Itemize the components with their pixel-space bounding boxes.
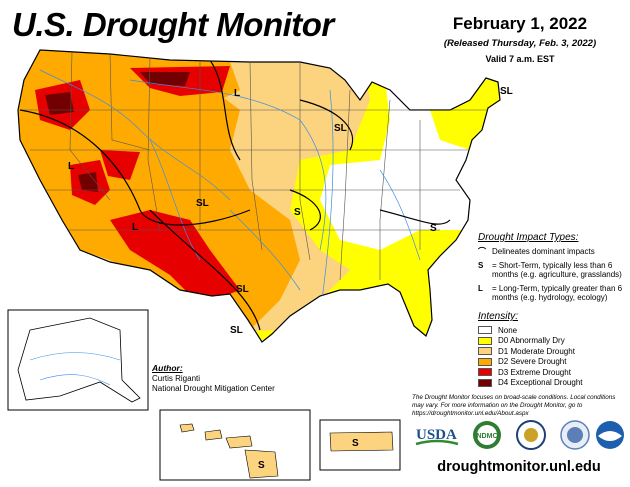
ndmc-logo-text: NDMC xyxy=(477,433,498,440)
legend-label: D2 Severe Drought xyxy=(498,357,567,367)
impact-boundary-icon: ⌒ xyxy=(478,247,486,256)
legend-swatch xyxy=(478,357,492,366)
usda-logo: USDA xyxy=(415,427,459,446)
legend-item: D4 Exceptional Drought xyxy=(478,378,628,389)
doc-seal-icon xyxy=(560,420,590,450)
legend-item: D1 Moderate Drought xyxy=(478,346,628,357)
impact-types-heading: Drought Impact Types: xyxy=(478,232,579,243)
legend-swatch xyxy=(478,378,492,387)
hawaii-inset: S xyxy=(159,409,311,481)
impact-label: SL xyxy=(236,284,249,295)
impact-type-item: S = Short-Term, typically less than 6 mo… xyxy=(478,261,628,280)
disclaimer-note: The Drought Monitor focuses on broad-sca… xyxy=(412,394,616,418)
impact-label: S xyxy=(294,207,301,218)
d3-area-utah xyxy=(100,150,140,180)
legend-item: D0 Abnormally Dry xyxy=(478,336,628,347)
state-borders xyxy=(20,51,500,281)
partner-logos: USDA NDMC xyxy=(414,420,626,452)
legend-swatch xyxy=(478,347,492,356)
impact-label: S xyxy=(430,223,437,234)
author-block: Author: Curtis Riganti National Drought … xyxy=(152,363,275,394)
legend-label: None xyxy=(498,325,518,335)
page-title: U.S. Drought Monitor xyxy=(12,6,334,43)
impact-label: L xyxy=(132,222,138,233)
impact-label: SL xyxy=(196,198,209,209)
impact-label: L xyxy=(68,161,74,172)
author-name: Curtis Riganti xyxy=(152,373,201,383)
alaska-inset xyxy=(7,309,149,411)
impact-type-glyph: S xyxy=(478,260,484,270)
legend-swatch xyxy=(478,368,492,377)
ndmc-logo: NDMC xyxy=(473,421,501,449)
puerto-rico-inset: S xyxy=(319,419,401,471)
legend-swatch xyxy=(478,336,492,345)
impact-label: SL xyxy=(500,86,513,97)
impact-label: L xyxy=(234,88,240,99)
legend-item: D2 Severe Drought xyxy=(478,357,628,368)
impact-types-legend: Drought Impact Types: ⌒ Delineates domin… xyxy=(478,232,628,307)
impact-boundaries xyxy=(19,59,451,331)
impact-label: SL xyxy=(230,325,243,336)
legend-label: D0 Abnormally Dry xyxy=(498,336,565,346)
rivers xyxy=(39,69,421,301)
legend-label: D3 Extreme Drought xyxy=(498,367,571,377)
impact-type-text: = Short-Term, typically less than 6 mont… xyxy=(492,260,622,280)
d4-area-montana xyxy=(140,72,190,86)
legend-label: D4 Exceptional Drought xyxy=(498,378,583,388)
author-label: Author: xyxy=(152,363,183,373)
commerce-seal-icon xyxy=(516,420,546,450)
legend-item: None xyxy=(478,325,628,336)
noaa-logo-icon xyxy=(596,421,624,449)
impact-type-item: L = Long-Term, typically greater than 6 … xyxy=(478,284,628,303)
intensity-legend: Intensity: None D0 Abnormally Dry D1 Mod… xyxy=(478,311,628,388)
release-date: (Released Thursday, Feb. 3, 2022) xyxy=(443,38,597,49)
impact-label: S xyxy=(258,460,265,471)
impact-labels: SL L SL L SL S S L SL SL xyxy=(68,86,513,336)
map-date: February 1, 2022 xyxy=(452,14,588,33)
d3-area-southwest xyxy=(110,210,240,305)
legend-swatch xyxy=(478,326,492,335)
impact-label: S xyxy=(352,438,359,449)
impact-type-text: = Long-Term, typically greater than 6 mo… xyxy=(492,283,623,303)
valid-time: Valid 7 a.m. EST xyxy=(485,54,555,64)
d4-area-california xyxy=(78,172,98,192)
conus: SL L SL L SL S S L SL SL xyxy=(17,49,513,343)
legend-label: D1 Moderate Drought xyxy=(498,346,575,356)
impact-type-item: ⌒ Delineates dominant impacts xyxy=(478,247,628,257)
legend-item: D3 Extreme Drought xyxy=(478,367,628,378)
impact-type-text: Delineates dominant impacts xyxy=(492,247,595,256)
impact-type-glyph: L xyxy=(478,283,483,293)
website-url: droughtmonitor.unl.edu xyxy=(437,459,601,475)
impact-label: SL xyxy=(334,123,347,134)
author-org: National Drought Mitigation Center xyxy=(152,383,275,393)
d4-area-oregon xyxy=(45,92,74,115)
intensity-heading: Intensity: xyxy=(478,311,519,322)
usda-logo-text: USDA xyxy=(416,427,457,443)
